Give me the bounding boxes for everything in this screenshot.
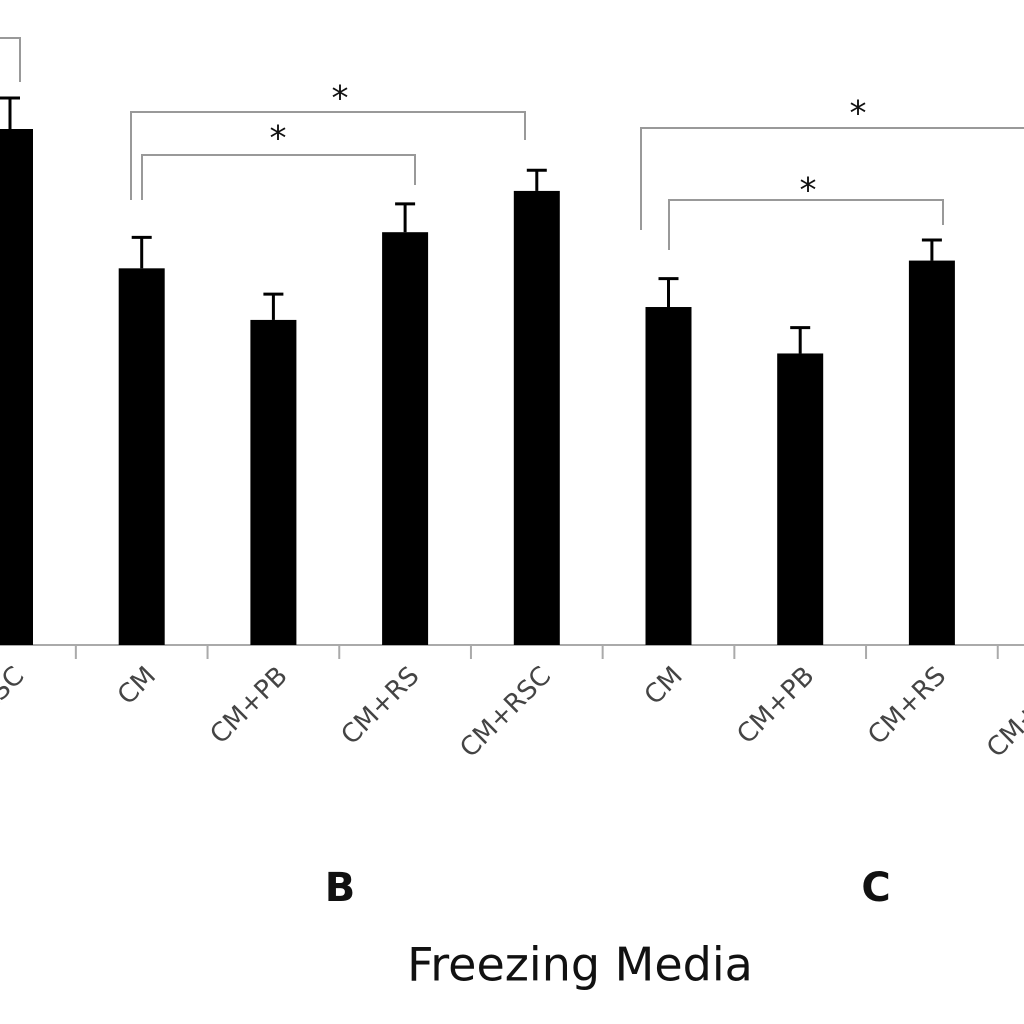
significance-star: * [270, 119, 287, 159]
group-label: C [861, 865, 890, 911]
bar [118, 268, 165, 645]
x-tick-label: CM+PB [731, 661, 820, 750]
x-axis-title: Freezing Media [407, 938, 753, 992]
x-tick-label: CM+RSC [454, 661, 557, 764]
bracket [0, 37, 21, 82]
bracket [141, 154, 416, 200]
significance-star: * [332, 79, 349, 119]
bracket [668, 199, 944, 250]
bar [513, 190, 560, 646]
group-label: B [325, 865, 356, 911]
x-tick-label: CM [112, 661, 162, 711]
bar [777, 353, 824, 645]
x-tick-label: CM+RSC [0, 661, 30, 764]
significance-star: * [850, 94, 867, 134]
bracket [130, 111, 526, 200]
bracket [640, 127, 1024, 230]
x-tick-label: CM [639, 661, 689, 711]
bar [908, 260, 955, 645]
bar [250, 319, 297, 645]
x-tick-label: CM+RS [862, 661, 952, 751]
bar [645, 307, 692, 645]
bar [0, 129, 33, 645]
x-tick-label: CM+RS [336, 661, 426, 751]
x-tick-label: CM+PB [205, 661, 294, 750]
x-tick-label: CM+RSC [981, 661, 1024, 764]
significance-star: * [800, 171, 817, 211]
bar [382, 232, 429, 645]
